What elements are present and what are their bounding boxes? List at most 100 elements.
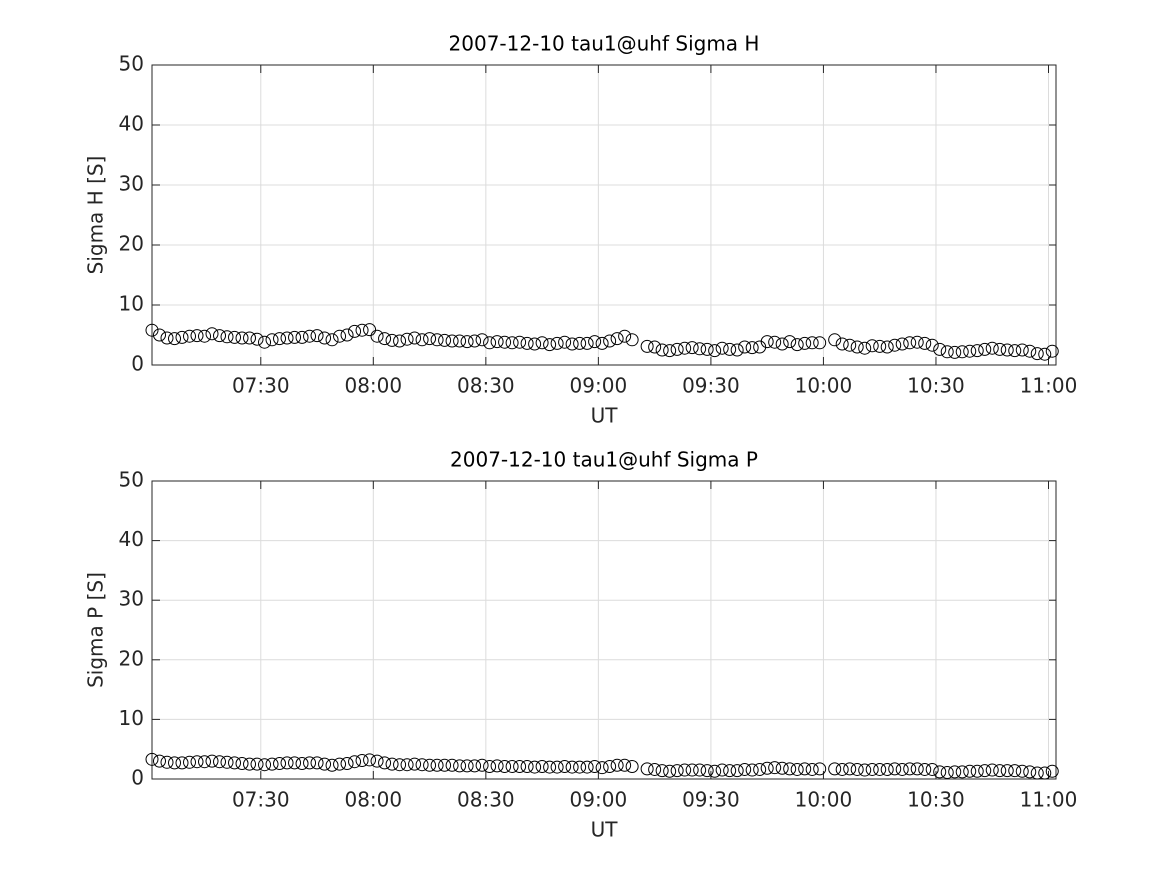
point (933, 765, 947, 779)
point (670, 342, 684, 356)
point (565, 337, 579, 351)
x-tick-label: 08:30 (457, 374, 515, 398)
point (738, 762, 752, 776)
point (708, 764, 722, 778)
point (243, 757, 257, 771)
point (460, 335, 474, 349)
chart-title: 2007-12-10 tau1@uhf Sigma P (450, 448, 758, 472)
point (220, 330, 234, 344)
point (895, 762, 909, 776)
point (378, 756, 392, 770)
point (250, 757, 264, 771)
point (228, 330, 242, 344)
point (258, 758, 272, 772)
point (348, 324, 362, 338)
point (610, 332, 624, 346)
point (730, 343, 744, 357)
x-tick-label: 11:00 (1020, 374, 1078, 398)
point (1015, 343, 1029, 357)
point (325, 758, 339, 772)
point (528, 337, 542, 351)
plot-area (152, 65, 1056, 365)
point (535, 759, 549, 773)
point (648, 762, 662, 776)
x-tick-label: 10:00 (795, 788, 853, 812)
point (468, 334, 482, 348)
point (693, 342, 707, 356)
point (168, 332, 182, 346)
point (805, 762, 819, 776)
point (738, 340, 752, 354)
y-tick-label: 50 (119, 468, 144, 492)
point (873, 762, 887, 776)
point (558, 335, 572, 349)
point (1038, 766, 1052, 780)
subplot: 0 10 20 30 40 50 07:30 08:00 08:30 09:00 09:30 10:0… (84, 448, 1078, 842)
point (363, 323, 377, 337)
point (655, 343, 669, 357)
point (573, 760, 587, 774)
x-tick-label: 11:00 (1020, 788, 1078, 812)
point (235, 331, 249, 345)
point (640, 762, 654, 776)
point (430, 333, 444, 347)
point (835, 762, 849, 776)
point (483, 336, 497, 350)
point (985, 763, 999, 777)
point (160, 755, 174, 769)
point (978, 342, 992, 356)
point (783, 335, 797, 349)
point (333, 757, 347, 771)
point (205, 754, 219, 768)
point (940, 765, 954, 779)
point (475, 758, 489, 772)
point (768, 335, 782, 349)
point (963, 344, 977, 358)
point (993, 342, 1007, 356)
point (903, 762, 917, 776)
point (430, 758, 444, 772)
axes-box (151, 64, 1057, 366)
x-tick-label: 08:30 (457, 788, 515, 812)
point (513, 759, 527, 773)
point (663, 344, 677, 358)
point (558, 759, 572, 773)
point (723, 764, 737, 778)
point (828, 333, 842, 347)
point (978, 764, 992, 778)
point (678, 763, 692, 777)
point (813, 762, 827, 776)
point (153, 754, 167, 768)
x-tick-label: 10:30 (907, 788, 965, 812)
point (183, 755, 197, 769)
point (423, 758, 437, 772)
point (888, 762, 902, 776)
point (715, 341, 729, 355)
point (505, 336, 519, 350)
point (1015, 764, 1029, 778)
point (318, 757, 332, 771)
point (333, 329, 347, 343)
point (880, 340, 894, 354)
point (895, 337, 909, 351)
point (1030, 766, 1044, 780)
point (273, 757, 287, 771)
point (1045, 764, 1059, 778)
point (910, 335, 924, 349)
point (370, 329, 384, 343)
point (528, 760, 542, 774)
point (865, 762, 879, 776)
point (453, 759, 467, 773)
point (618, 758, 632, 772)
point (475, 333, 489, 347)
point (843, 338, 857, 352)
point (445, 758, 459, 772)
y-tick-label: 30 (119, 587, 144, 611)
point (925, 338, 939, 352)
point (243, 331, 257, 345)
point (303, 756, 317, 770)
point (783, 762, 797, 776)
point (1023, 344, 1037, 358)
point (445, 334, 459, 348)
y-tick-label: 40 (119, 112, 144, 136)
